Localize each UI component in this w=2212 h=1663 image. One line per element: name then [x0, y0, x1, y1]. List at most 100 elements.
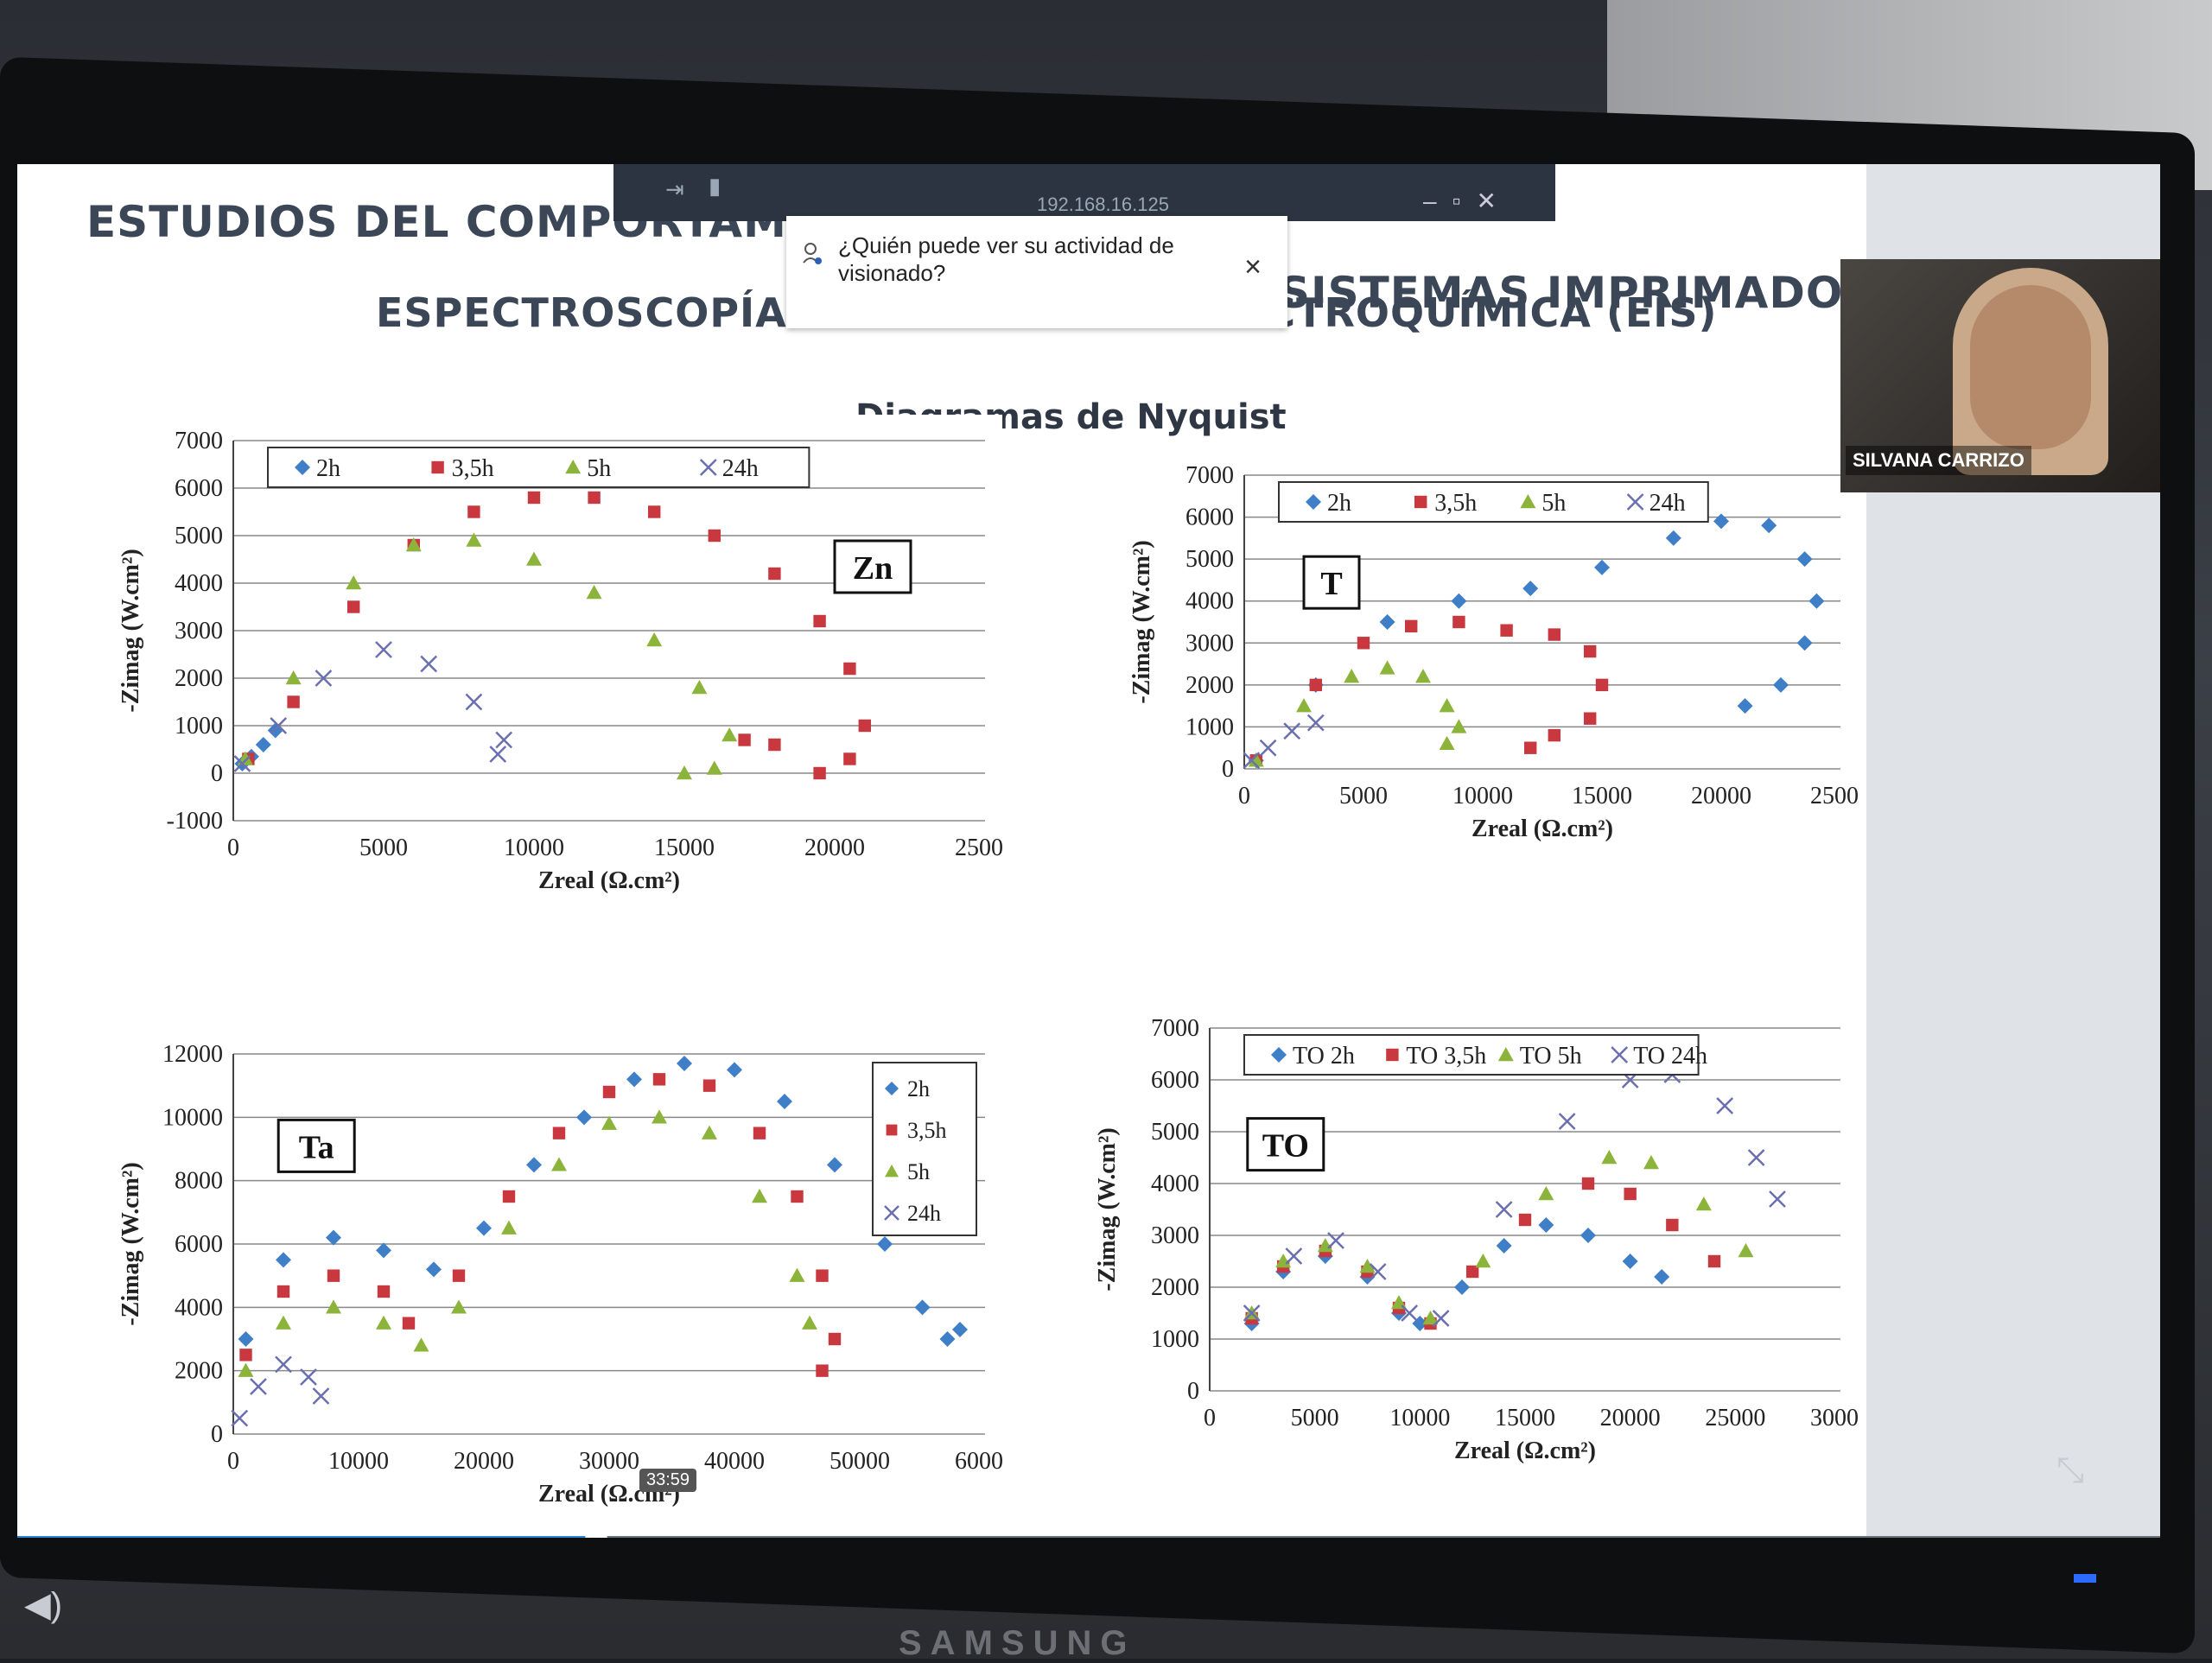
- video-clock: 33:59: [639, 1469, 697, 1492]
- x-tick-label: 10000: [1452, 783, 1513, 809]
- y-tick-label: 7000: [1185, 462, 1234, 489]
- data-point: [1584, 644, 1597, 658]
- chart-label: TO: [1246, 1117, 1325, 1172]
- data-point: [231, 1409, 249, 1427]
- data-point: [1500, 624, 1513, 637]
- chart-zn: -1000 0 1000 2000 3000 4000 5000 6000 7000 0 5000 1…: [104, 415, 1015, 898]
- series-3-5h: [239, 1073, 842, 1377]
- data-point: [315, 670, 333, 687]
- data-point: [691, 680, 708, 695]
- legend-entry: 3,5h: [907, 1118, 947, 1143]
- data-point: [451, 1299, 467, 1314]
- data-point: [1495, 1201, 1513, 1218]
- x-tick-label: 0: [1204, 1405, 1216, 1431]
- data-point: [753, 1127, 766, 1139]
- chart-label: T: [1302, 555, 1361, 610]
- legend-marker: [1386, 1048, 1399, 1062]
- y-tick-label: 6000: [1151, 1067, 1199, 1094]
- data-point: [476, 1220, 492, 1236]
- data-point: [1584, 712, 1597, 725]
- chart-to: 0 1000 2000 3000 4000 5000 6000 7000 0 5000 10000 1…: [1080, 1002, 1871, 1469]
- x-tick-label: 15000: [654, 835, 715, 861]
- data-point: [648, 505, 661, 518]
- series-3-5h: [242, 491, 871, 780]
- legend-marker: [884, 1205, 899, 1221]
- visibility-popup: ¿Quién puede ver su actividad de visiona…: [786, 216, 1287, 328]
- x-tick-label: 5000: [359, 835, 408, 861]
- data-point: [586, 585, 602, 600]
- legend-marker: [1414, 495, 1427, 509]
- webcam-participant-name: SILVANA CARRIZO: [1846, 446, 2031, 475]
- data-point: [552, 1127, 566, 1139]
- data-point: [1747, 1149, 1765, 1166]
- data-point: [376, 1315, 391, 1330]
- data-point: [276, 1252, 291, 1268]
- data-point: [326, 1229, 341, 1246]
- y-tick-label: -1000: [167, 808, 223, 835]
- data-point: [1518, 1213, 1532, 1227]
- data-point: [828, 1332, 842, 1346]
- video-progress-knob[interactable]: [584, 1528, 607, 1538]
- data-point: [1713, 513, 1729, 530]
- y-tick-label: 1000: [1151, 1326, 1199, 1353]
- data-point: [1538, 1217, 1554, 1233]
- data-point: [721, 727, 738, 742]
- volume-icon[interactable]: ◀︎): [24, 1586, 63, 1624]
- x-tick-label: 20000: [454, 1448, 514, 1475]
- data-point: [1666, 1218, 1679, 1232]
- pin-icon[interactable]: ⇥: [665, 176, 684, 202]
- y-tick-label: 5000: [175, 523, 223, 549]
- data-point: [1643, 1155, 1659, 1170]
- data-point: [1558, 1113, 1576, 1130]
- power-led: [2074, 1574, 2096, 1583]
- y-axis-label: -Zimag (W.cm²): [1128, 540, 1155, 703]
- data-point: [752, 1189, 767, 1203]
- data-point: [1422, 1311, 1439, 1325]
- data-point: [346, 575, 362, 590]
- data-point: [601, 1115, 617, 1130]
- x-tick-label: 60000: [955, 1448, 1002, 1475]
- x-axis-label: Zreal (Ω.cm²): [1454, 1438, 1596, 1464]
- close-icon[interactable]: ×: [1244, 251, 1262, 283]
- y-tick-label: 4000: [175, 1294, 223, 1321]
- legend-marker: [295, 460, 310, 475]
- data-point: [1309, 678, 1322, 692]
- data-point: [777, 1094, 792, 1109]
- legend-marker: [1497, 1047, 1514, 1062]
- series-2h: [1248, 513, 1825, 769]
- series-24h: [231, 1355, 330, 1427]
- data-point: [626, 1071, 642, 1088]
- data-point: [300, 1368, 317, 1386]
- data-point: [1401, 1304, 1419, 1322]
- legend-entry: TO 3,5h: [1406, 1043, 1486, 1070]
- series-to-24h: [1243, 1066, 1786, 1327]
- signal-icon: ▮: [709, 173, 721, 199]
- legend-marker: [1306, 494, 1321, 510]
- fullscreen-icon[interactable]: ⤡: [2056, 1451, 2084, 1489]
- data-point: [1405, 619, 1418, 633]
- data-point: [1773, 676, 1789, 693]
- x-axis-label: Zreal (Ω.cm²): [1471, 816, 1613, 842]
- x-tick-label: 0: [227, 835, 239, 861]
- data-point: [551, 1157, 567, 1171]
- data-point: [1496, 1238, 1512, 1254]
- data-point: [238, 1331, 254, 1347]
- data-point: [1665, 530, 1681, 546]
- y-tick-label: 0: [211, 1421, 223, 1448]
- y-axis-label: -Zimag (W.cm²): [118, 1162, 144, 1325]
- data-point: [1283, 722, 1301, 740]
- data-point: [1769, 1190, 1786, 1208]
- y-tick-label: 2000: [175, 665, 223, 692]
- x-axis-label: Zreal (Ω.cm²): [538, 867, 680, 894]
- x-tick-label: 30000: [1810, 1405, 1858, 1431]
- y-tick-label: 3000: [1185, 630, 1234, 657]
- data-point: [1379, 614, 1395, 630]
- data-point: [413, 1337, 429, 1352]
- data-point: [738, 733, 751, 746]
- legend-marker: [1271, 1047, 1287, 1063]
- data-point: [502, 1190, 516, 1203]
- data-point: [1451, 593, 1467, 609]
- window-controls[interactable]: –▫✕: [1423, 187, 1512, 214]
- video-progress-bar[interactable]: [17, 1528, 2160, 1538]
- legend-marker: [1626, 493, 1644, 511]
